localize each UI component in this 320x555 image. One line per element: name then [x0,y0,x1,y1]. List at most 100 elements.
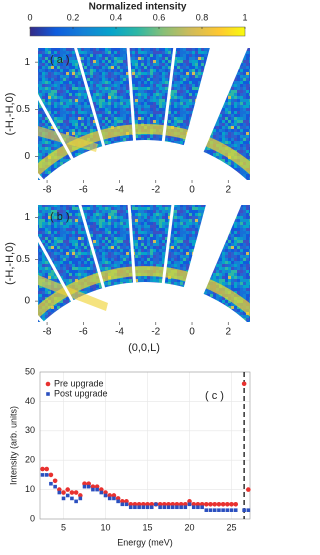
point [204,502,209,507]
point [61,490,66,495]
point [175,505,179,510]
y-tick-label: 0.5 [16,254,30,265]
bright-band [38,275,108,311]
x-axis-label: (0,0,L) [128,342,160,354]
colorbar-tick-label: 0 [27,12,32,22]
point [187,502,192,507]
gap [182,205,242,299]
legend-label: Post upgrade [54,388,108,398]
point [221,508,225,512]
point [44,473,49,477]
y-tick-label: 50 [25,366,35,376]
x-tick-label: 0 [189,327,195,338]
y-tick-label: 1 [24,212,30,223]
colorbar [29,26,246,37]
point [70,496,74,501]
x-tick-label: 2 [225,185,231,196]
y-tick-label: 0.5 [16,104,30,115]
point [241,381,247,387]
x-tick-label: -8 [43,185,52,196]
point [200,505,204,510]
legend-label: Pre upgrade [54,378,104,388]
point [229,508,234,512]
x-tick-label: -2 [151,327,160,338]
y-tick-label: 10 [25,484,35,494]
colorbar-tick-label: 1 [242,12,247,22]
point [48,472,54,478]
point [128,505,133,510]
x-tick-label: 2 [225,327,231,338]
point [103,493,108,498]
point [212,502,218,507]
point [116,499,120,504]
point [40,466,45,472]
x-tick-label: -8 [43,327,52,338]
x-tick-label: 10 [101,522,111,532]
x-tick-label: -4 [115,327,124,338]
point [208,508,213,512]
colorbar-title: Normalized intensity [89,2,187,13]
point [74,499,78,504]
colorbar-tick-label: 0.2 [67,12,80,22]
point [149,505,154,510]
point [73,490,79,495]
x-tick-label: -6 [79,185,88,196]
point [107,496,112,501]
bright-band [38,126,98,152]
heatmap [38,48,250,180]
gap [127,205,137,288]
point [137,505,141,510]
y-axis-label: (-H,-H,0) [4,242,16,285]
point [61,496,66,501]
point [49,481,53,486]
panel-label: ( c ) [205,390,224,402]
point [154,502,158,507]
point [53,484,57,489]
point [44,466,50,472]
y-tick-label: 1 [24,57,30,68]
legend-marker [45,381,51,387]
point [183,505,188,510]
point [57,490,62,495]
point [133,505,137,510]
legend-marker [46,392,50,396]
point [179,505,183,510]
y-axis-label: Intensity (arb. units) [8,406,18,485]
x-tick-label: 5 [61,522,66,532]
x-tick-label: 20 [185,522,195,532]
point [217,508,221,512]
x-tick-label: -6 [79,327,88,338]
point [233,508,238,512]
point [242,508,246,512]
panel-label: ( b ) [50,211,70,223]
point [124,502,129,507]
y-tick-label: 20 [25,455,35,465]
figure: Normalized intensity 0 0.2 0.4 0.6 0.8 1 ( a ) 0… [4,2,251,547]
point [166,505,171,510]
point [216,502,222,507]
gap [161,205,175,289]
gap [74,48,107,152]
point [208,502,213,507]
point [95,487,99,492]
point [91,487,95,492]
colorbar-tick-label: 0.4 [110,12,123,22]
heatmap [38,205,250,322]
colorbar-tick-label: 0.8 [196,12,209,22]
point [233,502,239,507]
point [40,473,45,477]
y-tick-label: 30 [25,425,35,435]
x-tick-label: 15 [143,522,153,532]
panel-label: ( a ) [50,54,70,66]
point [112,496,116,501]
x-tick-label: -4 [115,185,124,196]
colorbar-tick-label: 0.6 [153,12,166,22]
y-tick-label: 0 [24,151,30,162]
point [225,508,230,512]
point [196,505,200,510]
point [141,505,146,510]
detector-coverage [38,205,250,322]
x-axis-label: Energy (meV) [117,537,173,547]
point [120,502,125,507]
